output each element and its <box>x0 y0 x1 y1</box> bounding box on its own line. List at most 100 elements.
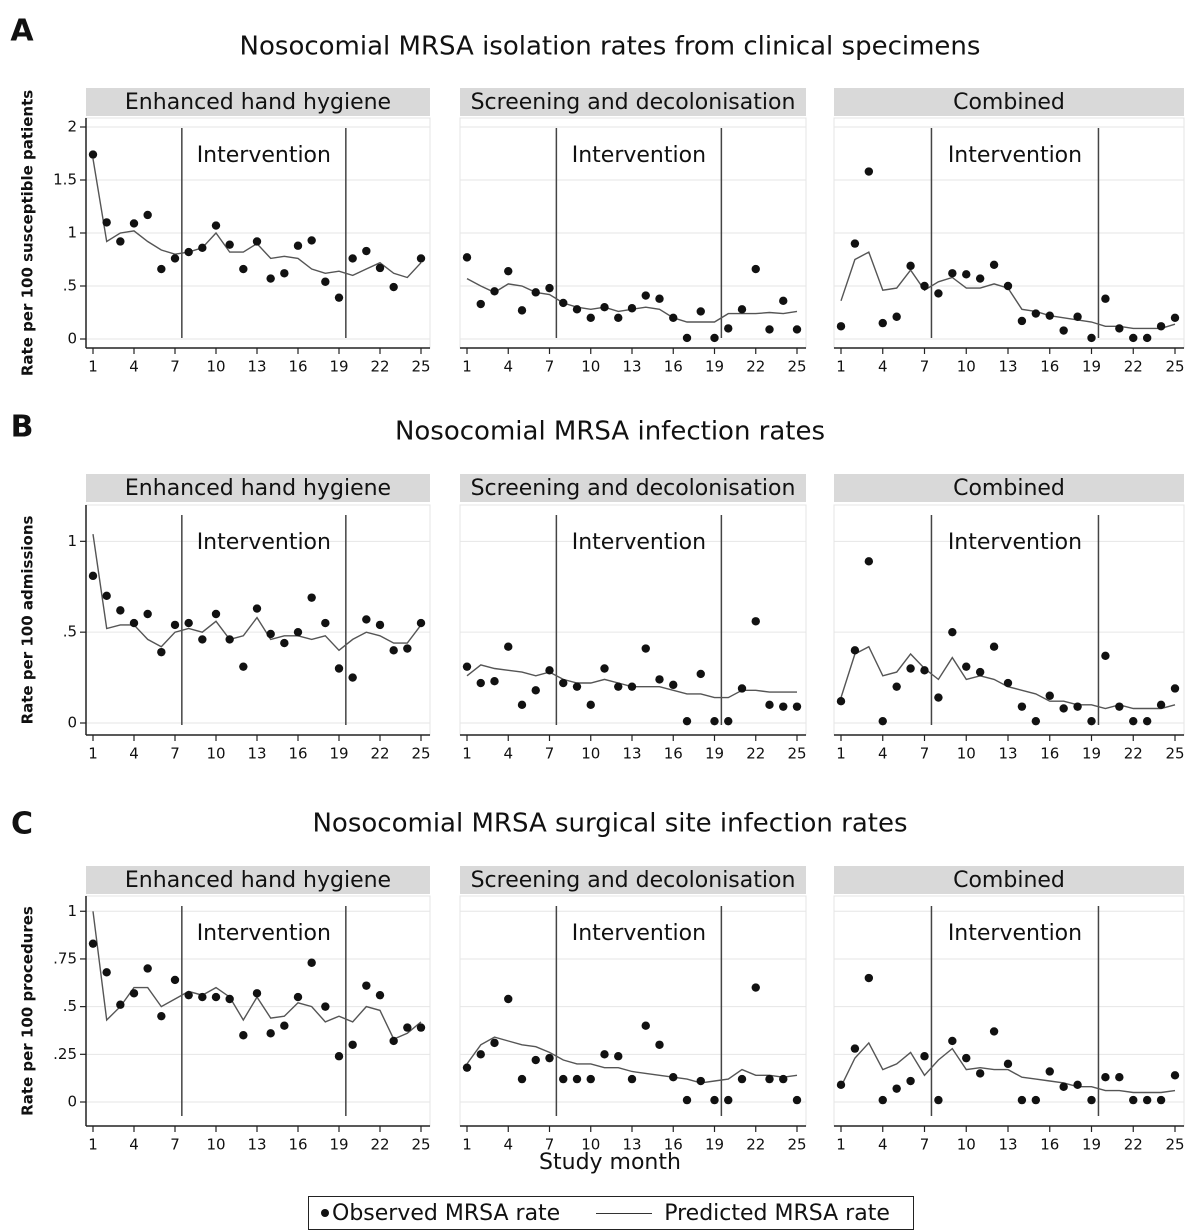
observed-point <box>1073 1080 1082 1090</box>
y-tick-label: 1 <box>67 224 77 242</box>
observed-point <box>88 939 98 948</box>
x-tick-label: 16 <box>1040 1136 1059 1154</box>
x-tick-label: 13 <box>622 1136 641 1154</box>
observed-point <box>266 1029 275 1038</box>
observed-point <box>184 247 193 257</box>
observed-point <box>143 964 152 973</box>
observed-point <box>989 260 999 269</box>
observed-point <box>88 150 98 159</box>
observed-point <box>641 644 650 653</box>
observed-point <box>948 627 957 637</box>
legend-observed: Observed MRSA rate <box>309 1201 560 1226</box>
x-tick-label: 16 <box>288 358 307 376</box>
observed-point <box>975 274 985 283</box>
observed-point <box>696 1076 705 1086</box>
observed-point <box>682 716 692 726</box>
x-tick-label: 19 <box>705 745 724 763</box>
x-tick-label: 10 <box>957 1136 976 1154</box>
observed-point <box>920 281 929 291</box>
observed-point <box>348 673 357 682</box>
observed-point <box>490 1038 499 1048</box>
x-tick-label: 25 <box>1165 745 1184 763</box>
observed-point <box>765 700 774 710</box>
observed-point <box>864 973 874 983</box>
observed-point <box>906 1076 915 1086</box>
x-tick-label: 16 <box>1040 358 1059 376</box>
observed-point <box>737 305 747 314</box>
observed-point <box>129 989 139 998</box>
observed-point <box>572 305 582 314</box>
observed-point <box>334 664 344 673</box>
x-tick-label: 4 <box>878 358 888 376</box>
observed-point <box>627 304 637 313</box>
observed-point <box>375 263 385 273</box>
x-tick-label: 25 <box>411 745 430 763</box>
observed-point <box>416 254 426 263</box>
x-tick-label: 10 <box>957 358 976 376</box>
x-axis-label: Study month <box>539 1150 681 1175</box>
legend-predicted-label: Predicted MRSA rate <box>664 1200 890 1226</box>
chart-title: Nosocomial MRSA surgical site infection … <box>312 809 907 839</box>
x-tick-label: 19 <box>1082 1136 1101 1154</box>
observed-point <box>362 246 371 256</box>
intervention-label: Intervention <box>197 143 331 168</box>
panel-strip <box>834 474 1184 502</box>
observed-point <box>655 675 664 684</box>
observed-point <box>1003 1059 1013 1069</box>
observed-point <box>1142 333 1152 343</box>
y-tick-label: 2 <box>67 118 77 136</box>
panel-title: Enhanced hand hygiene <box>125 868 391 893</box>
observed-point <box>1059 326 1068 335</box>
observed-point <box>751 264 760 274</box>
x-tick-label: 10 <box>581 745 600 763</box>
x-tick-label: 1 <box>462 745 472 763</box>
x-tick-label: 25 <box>787 358 806 376</box>
panel-strip <box>86 474 430 502</box>
observed-point <box>198 992 207 1002</box>
observed-point <box>116 1000 125 1009</box>
observed-point <box>266 274 275 283</box>
x-tick-label: 7 <box>545 358 555 376</box>
x-tick-label: 22 <box>370 358 389 376</box>
x-tick-label: 7 <box>170 1136 180 1154</box>
observed-point <box>850 1044 860 1053</box>
observed-point <box>1142 716 1152 726</box>
observed-point <box>129 219 139 228</box>
observed-point <box>102 968 111 977</box>
observed-point <box>157 1011 166 1021</box>
x-tick-label: 1 <box>836 358 846 376</box>
panel-1: Enhanced hand hygiene 1 4 7 10 13 16 19 22 25 0 .5 1… <box>53 88 431 376</box>
x-tick-label: 13 <box>247 745 266 763</box>
x-tick-label: 19 <box>1082 358 1101 376</box>
observed-point <box>490 287 499 296</box>
x-tick-label: 22 <box>370 1136 389 1154</box>
observed-point <box>545 283 554 293</box>
observed-point <box>878 1095 887 1105</box>
observed-point <box>389 282 398 292</box>
observed-point <box>252 989 262 998</box>
observed-point <box>765 1074 774 1084</box>
y-axis-label: Rate per 100 admissions <box>19 516 37 725</box>
observed-point <box>696 307 705 316</box>
observed-point <box>1045 311 1054 320</box>
panel-2: Screening and decolonisation 1 4 7 10 13 16 19 2… <box>459 474 807 763</box>
observed-point <box>307 958 316 967</box>
observed-point <box>239 662 248 671</box>
panel-3: Combined 1 4 7 10 13 16 19 22 25 Intervention <box>833 866 1185 1154</box>
x-tick-label: 16 <box>288 1136 307 1154</box>
observed-point <box>989 1027 999 1036</box>
intervention-label: Intervention <box>572 143 706 168</box>
observed-point <box>779 702 788 711</box>
observed-point <box>1115 324 1124 333</box>
panel-strip <box>460 866 806 894</box>
observed-point <box>517 700 527 710</box>
chart-a: A Nosocomial MRSA isolation rates from cl… <box>10 14 1184 377</box>
x-tick-label: 4 <box>503 1136 513 1154</box>
observed-point <box>170 620 180 630</box>
observed-point <box>559 1074 568 1084</box>
observed-point <box>792 702 802 711</box>
observed-point <box>751 983 760 992</box>
observed-point <box>116 606 125 615</box>
observed-point <box>375 620 385 630</box>
observed-point <box>655 1040 664 1049</box>
